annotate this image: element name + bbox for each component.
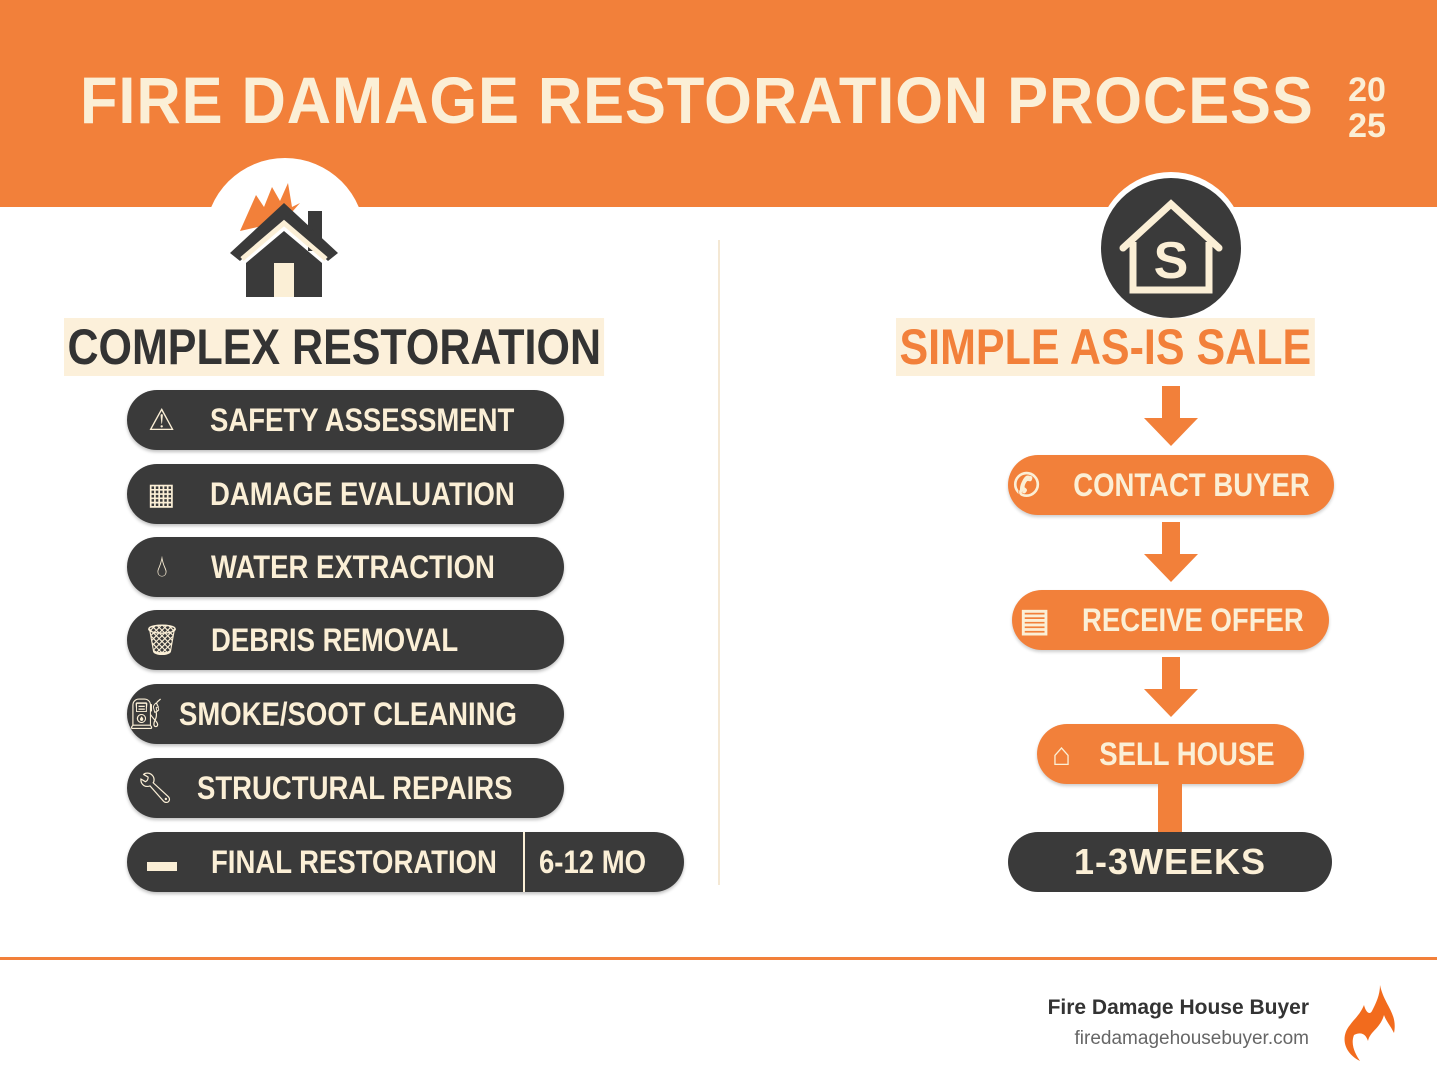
page-title: FIRE DAMAGE RESTORATION PROCESS xyxy=(80,63,1314,137)
step-debris-removal: 🗑︎ DEBRIS REMOVAL xyxy=(127,610,564,670)
year-top: 20 xyxy=(1348,71,1386,109)
paint-roller-icon: ▬ xyxy=(147,845,177,878)
step-structural-repairs: 🔧︎ STRUCTURAL REPAIRS xyxy=(127,758,564,818)
step-label: SMOKE/SOOT CLEANING xyxy=(179,695,517,732)
document-icon: ▤ xyxy=(1019,602,1050,638)
footer-divider xyxy=(0,957,1437,960)
year-bottom: 25 xyxy=(1348,107,1386,145)
grid-icon: ▦ xyxy=(147,477,176,511)
step-label: DAMAGE EVALUATION xyxy=(209,475,515,512)
step-label: SAFETY ASSESSMENT xyxy=(210,401,515,438)
company-name: Fire Damage House Buyer xyxy=(1047,996,1309,1019)
step-label: RECEIVE OFFER xyxy=(1081,601,1304,638)
home-icon: ⌂ xyxy=(1051,735,1072,772)
column-divider xyxy=(718,240,720,885)
flame-logo-icon xyxy=(1344,985,1395,1061)
step-label: WATER EXTRACTION xyxy=(211,548,495,585)
step-contact-buyer: ✆ CONTACT BUYER xyxy=(1008,455,1334,515)
duration-separator xyxy=(523,832,525,892)
step-damage-evaluation: ▦ DAMAGE EVALUATION xyxy=(127,464,564,524)
water-drop-icon: 💧︎ xyxy=(156,550,168,583)
trash-icon: 🗑︎ xyxy=(142,623,182,657)
step-safety-assessment: ⚠ SAFETY ASSESSMENT xyxy=(127,390,564,450)
arrow-down-icon xyxy=(1144,386,1198,446)
step-label: FINAL RESTORATION xyxy=(211,843,497,880)
arrow-down-icon xyxy=(1144,522,1198,582)
arrow-down-icon xyxy=(1144,657,1198,717)
svg-text:S: S xyxy=(1154,232,1189,290)
step-receive-offer: ▤ RECEIVE OFFER xyxy=(1012,590,1329,650)
step-label: SELL HOUSE xyxy=(1099,735,1275,772)
house-dollar-icon: S xyxy=(1101,178,1241,318)
step-label: CONTACT BUYER xyxy=(1073,466,1310,503)
burning-house-icon xyxy=(230,183,338,297)
warning-icon: ⚠ xyxy=(148,403,176,437)
company-url[interactable]: firedamagehousebuyer.com xyxy=(1074,1028,1309,1049)
step-water-extraction: 💧︎ WATER EXTRACTION xyxy=(127,537,564,597)
step-final-restoration: ▬ FINAL RESTORATION 6-12 MO xyxy=(127,832,684,892)
year-badge: 20 25 xyxy=(1342,72,1392,144)
spray-bottle-icon: ⛽︎ xyxy=(127,697,166,731)
step-label: DEBRIS REMOVAL xyxy=(211,621,459,658)
connector xyxy=(1158,784,1182,834)
sale-duration: 1-3WEEKS xyxy=(1008,832,1332,892)
complex-restoration-heading: COMPLEX RESTORATION xyxy=(64,318,605,376)
step-smoke-soot-cleaning: ⛽︎ SMOKE/SOOT CLEANING xyxy=(127,684,564,744)
step-label: STRUCTURAL REPAIRS xyxy=(197,769,513,806)
restoration-duration: 6-12 MO xyxy=(539,843,647,880)
phone-icon: ✆ xyxy=(1013,467,1040,503)
step-sell-house: ⌂ SELL HOUSE xyxy=(1037,724,1304,784)
simple-sale-heading: SIMPLE AS-IS SALE xyxy=(896,318,1315,376)
wrench-icon: 🔧︎ xyxy=(136,771,175,805)
